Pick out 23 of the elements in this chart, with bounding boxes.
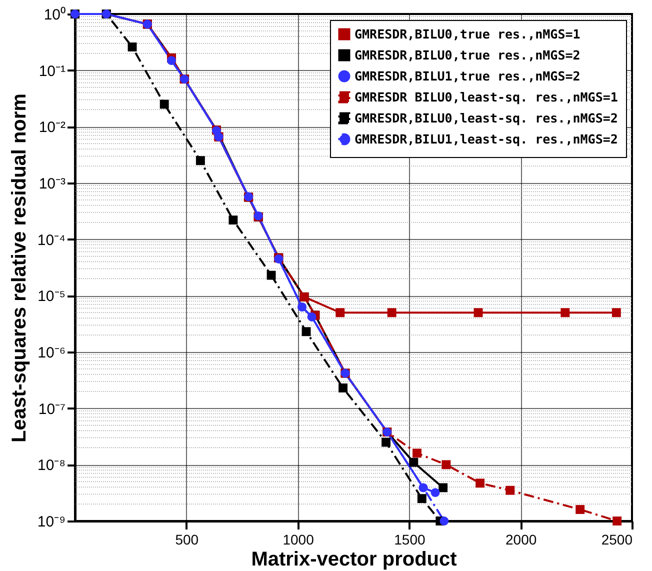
y-tick-label: 10⁻² bbox=[38, 119, 66, 136]
x-tick-label: 2500 bbox=[601, 532, 633, 548]
y-tick-label: 10⁻⁴ bbox=[37, 232, 66, 249]
y-tick-label: 10⁻¹ bbox=[38, 62, 66, 80]
y-tick-label: 10⁻⁵ bbox=[38, 288, 66, 306]
x-tick-label: 1000 bbox=[282, 532, 314, 548]
y-tick-label: 10⁻⁹ bbox=[37, 514, 66, 530]
y-tick-label: 10⁻³ bbox=[38, 176, 66, 192]
x-axis-title: Matrix-vector product bbox=[251, 548, 458, 570]
y-tick-label: 10⁻⁸ bbox=[37, 457, 66, 474]
legend-label: GMRESDR,BILU0,true res.,nMGS=2 bbox=[354, 47, 580, 62]
legend-label: GMRESDR,BILU0,true res.,nMGS=1 bbox=[354, 26, 580, 42]
legend-label: GMRESDR,BILU1,least-sq. res.,nMGS=2 bbox=[354, 131, 618, 146]
y-tick-label: 10⁰ bbox=[44, 6, 66, 24]
y-tick-label: 10⁻⁷ bbox=[38, 400, 66, 418]
x-tick-label: 2000 bbox=[506, 532, 537, 548]
x-tick-label: 500 bbox=[175, 532, 199, 548]
legend-label: GMRESDR BILU0,least-sq. res.,nMGS=1 bbox=[354, 89, 618, 104]
legend-label: GMRESDR,BILU1,true res.,nMGS=2 bbox=[354, 68, 580, 84]
y-axis-title: Least-squares relative residual norm bbox=[8, 93, 30, 443]
x-tick-label: 1500 bbox=[394, 532, 426, 548]
legend-label: GMRESDR,BILU0,least-sq. res.,nMGS=2 bbox=[354, 110, 618, 126]
y-tick-label: 10⁻⁶ bbox=[38, 344, 66, 362]
